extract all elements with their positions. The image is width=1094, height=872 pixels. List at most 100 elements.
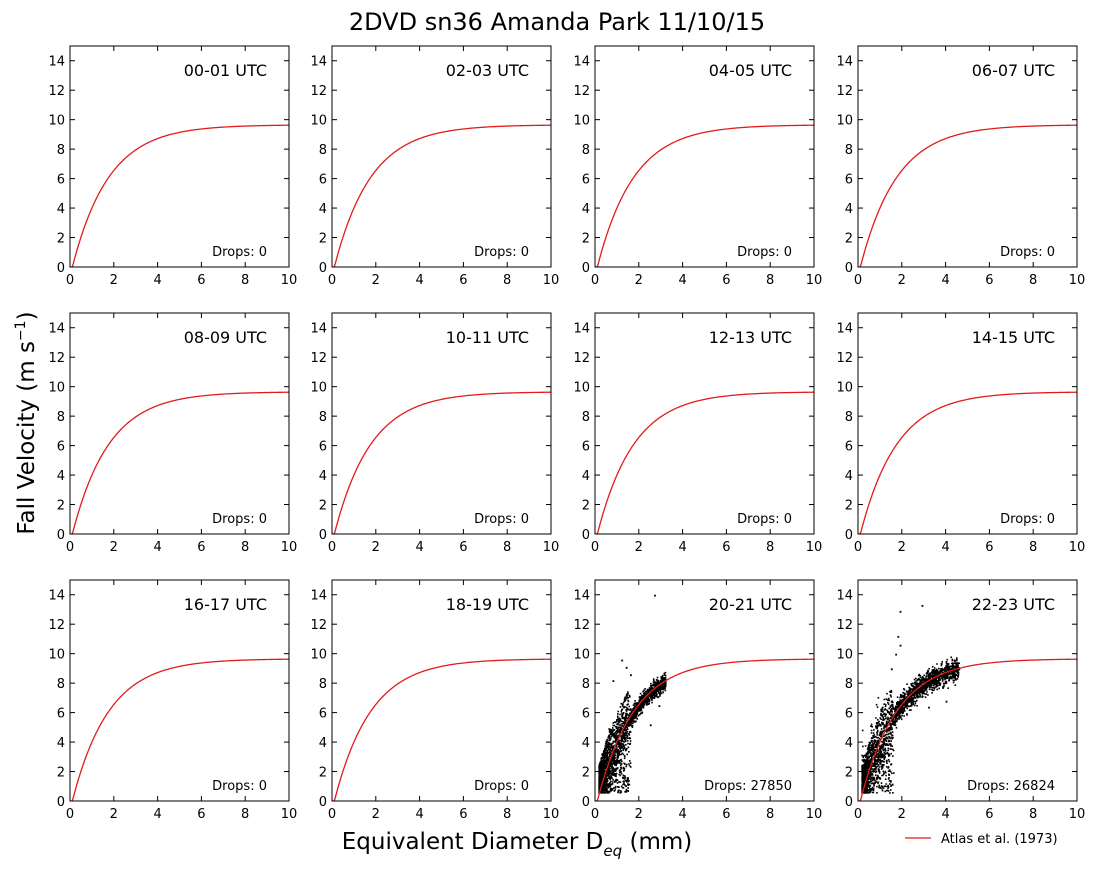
atlas-reference-curve — [858, 658, 1077, 801]
panel-frame — [331, 579, 552, 802]
x-tick-label: 4 — [415, 273, 423, 288]
x-tick-label: 6 — [459, 807, 467, 822]
y-tick-label: 12 — [48, 84, 65, 99]
y-tick-label: 12 — [48, 618, 65, 633]
y-axis-label: Fall Velocity (m s−1) — [13, 311, 40, 534]
atlas-reference-curve — [858, 391, 1077, 534]
panel-drop-count: Drops: 0 — [1000, 245, 1055, 260]
y-tick-label: 14 — [48, 322, 65, 337]
atlas-reference-curve — [332, 124, 551, 267]
y-tick-label: 6 — [845, 173, 853, 188]
panel: 0 2 4 6 8 10 0 2 4 6 8 10 12 14 02-03 UTC Drops: 0 — [310, 45, 559, 288]
x-tick-label: 8 — [766, 807, 774, 822]
x-tick-label: 4 — [678, 807, 686, 822]
y-tick-label: 8 — [319, 410, 327, 425]
panel-time-label: 02-03 UTC — [446, 61, 529, 80]
x-tick-label: 6 — [459, 540, 467, 555]
y-tick-label: 14 — [48, 589, 65, 604]
x-tick-label: 4 — [153, 273, 161, 288]
panel-drop-count: Drops: 26824 — [967, 779, 1055, 794]
x-tick-label: 6 — [722, 807, 730, 822]
panel-data-layer — [70, 124, 289, 267]
y-tick-label: 4 — [319, 736, 327, 751]
panel-drop-count: Drops: 0 — [212, 512, 267, 527]
y-axis-label-main: Fall Velocity (m s — [14, 341, 40, 535]
x-tick-label: 4 — [678, 540, 686, 555]
x-tick-label: 0 — [66, 540, 74, 555]
panel-frame — [857, 312, 1078, 535]
x-tick-label: 6 — [985, 273, 993, 288]
y-axis-label-superscript: −1 — [13, 320, 29, 341]
panel-time-label: 00-01 UTC — [184, 61, 267, 80]
y-tick-label: 14 — [310, 322, 327, 337]
x-axis-label: Equivalent Diameter Deq (mm) — [342, 829, 692, 860]
x-tick-label: 8 — [766, 273, 774, 288]
x-tick-label: 4 — [678, 273, 686, 288]
y-tick-label: 2 — [319, 766, 327, 781]
x-tick-label: 4 — [153, 807, 161, 822]
panel: 0 2 4 6 8 10 0 2 4 6 8 10 12 14 06-07 UTC Drops: 0 — [836, 45, 1086, 288]
atlas-reference-curve — [595, 658, 814, 801]
y-tick-label: 2 — [319, 499, 327, 514]
atlas-reference-curve — [595, 391, 814, 534]
y-tick-label: 14 — [836, 322, 853, 337]
y-tick-label: 2 — [319, 232, 327, 247]
y-tick-label: 14 — [573, 589, 590, 604]
y-tick-label: 2 — [57, 766, 65, 781]
panel: 0 2 4 6 8 10 0 2 4 6 8 10 12 14 22-23 UTC Drops: 26824 — [836, 579, 1085, 822]
x-tick-label: 6 — [985, 540, 993, 555]
panel-time-label: 18-19 UTC — [446, 595, 529, 614]
x-tick-label: 2 — [635, 540, 643, 555]
x-tick-label: 2 — [898, 540, 906, 555]
y-tick-label: 6 — [319, 173, 327, 188]
y-tick-label: 0 — [319, 528, 327, 543]
y-tick-label: 0 — [582, 261, 590, 276]
y-tick-label: 12 — [310, 618, 327, 633]
y-tick-label: 8 — [582, 143, 590, 158]
atlas-reference-curve — [332, 391, 551, 534]
panel-frame — [69, 579, 290, 802]
x-tick-label: 10 — [1069, 273, 1086, 288]
y-tick-label: 10 — [310, 381, 327, 396]
atlas-reference-curve — [70, 124, 289, 267]
x-tick-label: 4 — [415, 540, 423, 555]
y-tick-label: 4 — [845, 736, 853, 751]
panel-time-label: 22-23 UTC — [972, 595, 1055, 614]
x-tick-label: 2 — [898, 807, 906, 822]
y-tick-label: 6 — [582, 440, 590, 455]
x-tick-label: 10 — [1069, 540, 1086, 555]
panel: 0 2 4 6 8 10 0 2 4 6 8 10 12 14 00-01 UTC Drops: 0 — [48, 45, 297, 288]
x-tick-label: 2 — [372, 273, 380, 288]
y-tick-label: 8 — [57, 410, 65, 425]
x-tick-label: 0 — [66, 807, 74, 822]
panel-frame — [69, 45, 290, 268]
y-tick-label: 8 — [57, 677, 65, 692]
x-tick-label: 8 — [503, 273, 511, 288]
panel-data-layer — [858, 124, 1077, 267]
panel: 0 2 4 6 8 10 0 2 4 6 8 10 12 14 20-21 UTC Drops: 27850 — [573, 579, 822, 822]
x-tick-label: 4 — [941, 273, 949, 288]
panel-drop-count: Drops: 27850 — [704, 779, 792, 794]
y-tick-label: 10 — [310, 114, 327, 129]
panel-time-label: 08-09 UTC — [184, 328, 267, 347]
y-tick-label: 14 — [48, 55, 65, 70]
y-tick-label: 2 — [57, 499, 65, 514]
y-tick-label: 0 — [845, 528, 853, 543]
x-tick-label: 4 — [153, 540, 161, 555]
y-tick-label: 10 — [48, 114, 65, 129]
y-tick-label: 8 — [319, 677, 327, 692]
y-tick-label: 6 — [319, 440, 327, 455]
y-tick-label: 10 — [48, 381, 65, 396]
x-tick-label: 8 — [241, 807, 249, 822]
y-tick-label: 10 — [836, 114, 853, 129]
y-tick-label: 2 — [57, 232, 65, 247]
y-tick-label: 0 — [845, 261, 853, 276]
panel-time-label: 20-21 UTC — [709, 595, 792, 614]
panel-grid: 0 2 4 6 8 10 0 2 4 6 8 10 12 14 00-01 UTC Drops: 0 0 2 4 6 8… — [48, 45, 1086, 822]
panel-time-label: 06-07 UTC — [972, 61, 1055, 80]
y-tick-label: 4 — [57, 469, 65, 484]
y-tick-label: 8 — [582, 410, 590, 425]
panel-time-label: 04-05 UTC — [709, 61, 792, 80]
x-axis-label-main: Equivalent Diameter D — [342, 829, 604, 855]
